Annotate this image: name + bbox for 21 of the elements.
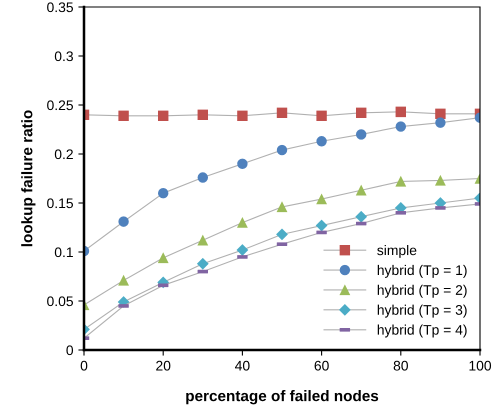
x-tick-label: 60 xyxy=(314,360,329,371)
legend-label: hybrid (Tp = 4) xyxy=(378,324,467,338)
y-tick-label: 0.35 xyxy=(47,2,74,12)
y-tick-label: 0.15 xyxy=(47,198,74,208)
x-tick-label: 80 xyxy=(394,360,408,371)
x-tick-label: 0 xyxy=(80,360,88,371)
y-tick-label: 0.1 xyxy=(54,247,73,258)
x-tick-label: 100 xyxy=(469,360,492,371)
legend-label: simple xyxy=(377,244,416,258)
legend-label: hybrid (Tp = 1) xyxy=(378,264,467,278)
x-tick-label: 40 xyxy=(234,360,250,371)
y-axis-title: lookup failure ratio xyxy=(21,110,36,246)
x-axis-title: percentage of failed nodes xyxy=(186,390,378,404)
legend-label: hybrid (Tp = 3) xyxy=(378,304,467,318)
y-tick-label: 0.25 xyxy=(47,100,74,110)
y-tick-label: 0.2 xyxy=(54,149,73,160)
y-tick-label: 0.3 xyxy=(54,51,73,62)
y-tick-label: 0 xyxy=(66,345,74,356)
legend-label: hybrid (Tp = 2) xyxy=(378,284,467,298)
y-tick-label: 0.05 xyxy=(47,296,74,306)
x-tick-label: 20 xyxy=(156,360,170,371)
